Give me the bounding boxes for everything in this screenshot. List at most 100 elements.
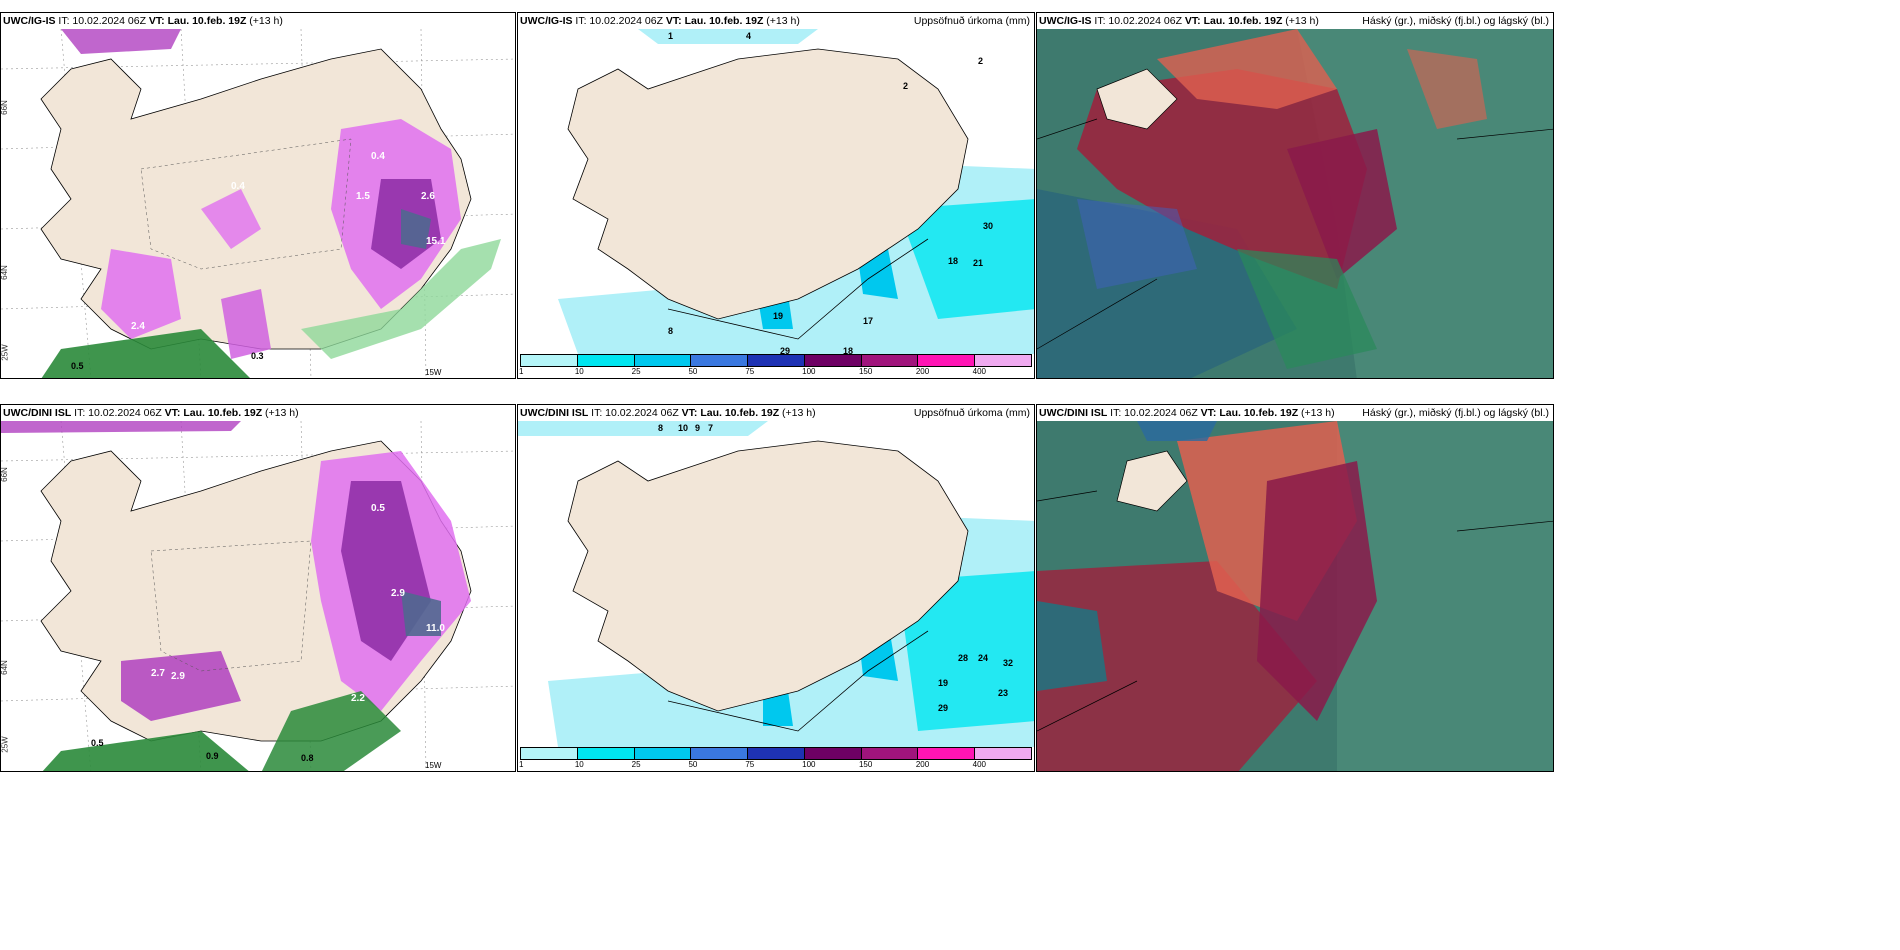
- svg-text:2: 2: [903, 81, 908, 91]
- colorbar-tick: 150: [858, 367, 873, 376]
- svg-text:8: 8: [668, 326, 673, 336]
- svg-text:2.9: 2.9: [391, 588, 405, 599]
- colorbar-cell: [577, 748, 635, 759]
- svg-text:0.5: 0.5: [71, 361, 84, 371]
- lat-label-64n: 64N: [0, 660, 9, 675]
- panel-title: UWC/IG-IS IT: 10.02.2024 06Z VT: Lau. 10…: [520, 15, 800, 27]
- svg-text:7: 7: [708, 423, 713, 433]
- svg-text:29: 29: [780, 346, 790, 354]
- panel-subtitle: Uppsöfnuð úrkoma (mm): [913, 407, 1030, 419]
- colorbar-cell: [691, 355, 749, 366]
- colorbar-tick: 75: [745, 367, 755, 376]
- colorbar-cell: [748, 748, 805, 759]
- svg-text:23: 23: [998, 688, 1008, 698]
- panel-top-right-clouds: UWC/IG-IS IT: 10.02.2024 06Z VT: Lau. 10…: [1036, 12, 1554, 379]
- colorbar-cell: [975, 748, 1032, 759]
- lat-label-66n: 66N: [0, 100, 9, 115]
- svg-text:15.1: 15.1: [426, 236, 446, 247]
- svg-text:17: 17: [863, 316, 873, 326]
- svg-text:18: 18: [843, 346, 853, 354]
- precip-colorbar: 1 10 25 50 75 100 150 200 400: [519, 354, 1032, 376]
- colorbar-cells: [520, 354, 1032, 367]
- colorbar-cell: [804, 355, 862, 366]
- colorbar-tick: 10: [574, 367, 584, 376]
- colorbar-tick: 1: [519, 760, 524, 769]
- panel-bottom-right-clouds: UWC/DINI ISL IT: 10.02.2024 06Z VT: Lau.…: [1036, 404, 1554, 772]
- precip-colorbar: 1 10 25 50 75 100 150 200 400: [519, 747, 1032, 769]
- colorbar-tick: 150: [858, 760, 873, 769]
- panel-subtitle: Háský (gr.), miðský (fj.bl.) og lágský (…: [1362, 15, 1549, 27]
- svg-text:0.3: 0.3: [251, 351, 264, 361]
- svg-text:19: 19: [938, 678, 948, 688]
- svg-text:8: 8: [658, 423, 663, 433]
- snow-map: 0.5 2.9 11.0 2.7 2.9 2.2 0.5 0.9 0.8: [1, 421, 515, 771]
- svg-text:19: 19: [773, 311, 783, 321]
- colorbar-cell: [577, 355, 635, 366]
- colorbar-tick: 50: [688, 760, 698, 769]
- svg-text:0.4: 0.4: [371, 151, 385, 162]
- lon-label-25w: 25W: [0, 736, 10, 753]
- lon-label-15w: 15W: [425, 368, 442, 377]
- svg-text:2.6: 2.6: [421, 191, 435, 202]
- svg-text:0.5: 0.5: [371, 503, 385, 514]
- panel-subtitle: Uppsöfnuð úrkoma (mm): [913, 15, 1030, 27]
- panel-title: UWC/DINI ISL IT: 10.02.2024 06Z VT: Lau.…: [1039, 407, 1335, 419]
- colorbar-cell: [634, 355, 692, 366]
- colorbar-tick: 400: [972, 760, 986, 769]
- svg-text:1.5: 1.5: [356, 191, 370, 202]
- svg-text:2.2: 2.2: [351, 693, 365, 704]
- colorbar-tick: 200: [915, 760, 930, 769]
- colorbar-cell: [861, 748, 919, 759]
- panel-bottom-middle-precip: UWC/DINI ISL IT: 10.02.2024 06Z VT: Lau.…: [517, 404, 1035, 772]
- svg-text:2: 2: [978, 56, 983, 66]
- colorbar-tick: 25: [631, 760, 641, 769]
- colorbar-cell: [918, 748, 976, 759]
- colorbar-cell: [861, 355, 919, 366]
- lat-label-66n: 66N: [0, 467, 9, 482]
- snow-map: 0.4 1.5 15.1 2.4 0.4 2.6 0.5 0.3: [1, 29, 515, 378]
- colorbar-cell: [804, 748, 862, 759]
- panel-bottom-left-snow: UWC/DINI ISL IT: 10.02.2024 06Z VT: Lau.…: [0, 404, 516, 772]
- svg-text:32: 32: [1003, 658, 1013, 668]
- colorbar-tick: 75: [745, 760, 755, 769]
- svg-text:24: 24: [978, 653, 988, 663]
- colorbar-tick: 100: [802, 367, 816, 376]
- svg-text:2.4: 2.4: [131, 321, 145, 332]
- colorbar-cell: [691, 748, 749, 759]
- svg-text:18: 18: [948, 256, 958, 266]
- panel-title: UWC/IG-IS IT: 10.02.2024 06Z VT: Lau. 10…: [1039, 15, 1319, 27]
- colorbar-tick: 50: [688, 367, 698, 376]
- svg-text:9: 9: [695, 423, 700, 433]
- svg-text:1: 1: [668, 31, 673, 41]
- svg-text:30: 30: [983, 221, 993, 231]
- lon-label-15w: 15W: [425, 761, 442, 770]
- panel-title: UWC/IG-IS IT: 10.02.2024 06Z VT: Lau. 10…: [3, 15, 283, 27]
- colorbar-tick: 1: [519, 367, 524, 376]
- colorbar-tick: 100: [802, 760, 816, 769]
- svg-text:0.5: 0.5: [91, 738, 104, 748]
- colorbar-tick: 200: [915, 367, 930, 376]
- colorbar-cells: [520, 747, 1032, 760]
- svg-text:0.9: 0.9: [206, 751, 219, 761]
- colorbar-cell: [634, 748, 692, 759]
- svg-text:10: 10: [678, 423, 688, 433]
- colorbar-cell: [521, 748, 578, 759]
- svg-text:2.9: 2.9: [171, 671, 185, 682]
- lon-label-25w: 25W: [0, 344, 10, 361]
- svg-text:0.4: 0.4: [231, 181, 245, 192]
- svg-text:29: 29: [938, 703, 948, 713]
- colorbar-cell: [975, 355, 1032, 366]
- svg-text:2.7: 2.7: [151, 668, 165, 679]
- svg-text:21: 21: [973, 258, 983, 268]
- svg-text:0.8: 0.8: [301, 753, 314, 763]
- precip-map: 1 4 2 2 30 18 21 17 19 8 29 18: [558, 29, 1034, 354]
- cloud-map: [1037, 29, 1553, 378]
- colorbar-cell: [521, 355, 578, 366]
- svg-text:28: 28: [958, 653, 968, 663]
- colorbar-tick: 10: [574, 760, 584, 769]
- colorbar-cell: [918, 355, 976, 366]
- panel-top-middle-precip: UWC/IG-IS IT: 10.02.2024 06Z VT: Lau. 10…: [517, 12, 1035, 379]
- colorbar-cell: [748, 355, 805, 366]
- colorbar-tick: 25: [631, 367, 641, 376]
